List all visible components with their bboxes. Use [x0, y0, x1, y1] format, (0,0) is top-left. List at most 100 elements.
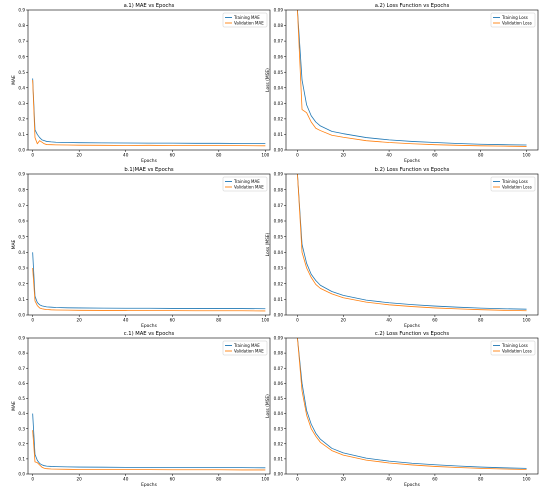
y-tick-label: 0.07: [274, 203, 284, 208]
y-tick-label: 0.01: [274, 132, 284, 137]
chart-title: b.2) Loss Function vs Epochs: [375, 167, 450, 173]
y-tick-label: 0.8: [18, 351, 25, 356]
y-axis-label: MAE: [11, 75, 17, 85]
chart-title: c.2) Loss Function vs Epochs: [375, 331, 450, 337]
y-axis-label: Loss (MSE): [265, 232, 271, 256]
y-tick-label: 0.2: [18, 441, 25, 446]
x-tick-label: 20: [77, 477, 83, 482]
x-tick-label: 40: [386, 477, 392, 482]
x-tick-label: 80: [478, 153, 484, 158]
legend-box: [490, 12, 536, 28]
y-tick-label: 0.05: [274, 234, 284, 239]
chart-b1: b.1)MAE vs Epochs 0.0 0.1 0.2 0.3 0.4 0.5 0.6 0.…: [11, 167, 271, 329]
x-tick-label: 60: [170, 318, 176, 323]
x-tick-label: 20: [341, 153, 347, 158]
x-axis-label: Epochs: [141, 323, 157, 329]
x-tick-label: 80: [216, 318, 222, 323]
legend-label-training: Training Loss: [501, 343, 528, 348]
y-tick-label: 0.1: [18, 456, 25, 461]
legend-label-training: Training Loss: [501, 179, 528, 184]
y-tick-label: 0.03: [274, 266, 284, 271]
legend-label-validation: Validation Loss: [502, 185, 532, 190]
y-tick-label: 0.03: [274, 101, 284, 106]
chart-c2: c.2) Loss Function vs Epochs 0.00 0.01 0.02…: [265, 331, 539, 488]
x-tick-label: 0: [296, 153, 299, 158]
x-tick-label: 100: [261, 318, 269, 323]
series-line-validation: [32, 430, 266, 471]
x-axis-label: Epochs: [141, 158, 157, 164]
chart-a1: a.1) MAE vs Epochs 0.0 0.1 0.2 0.3 0.4 0.5 0.6 0…: [11, 3, 271, 164]
legend-box: [222, 12, 268, 28]
y-tick-label: 0.07: [274, 39, 284, 44]
legend-label-validation: Validation Loss: [502, 349, 532, 354]
series-line-training: [32, 413, 266, 469]
series-line-validation: [297, 174, 527, 312]
y-tick-label: 0.02: [274, 116, 284, 121]
y-tick-label: 0.4: [18, 85, 25, 90]
legend-label-validation: Validation Loss: [502, 21, 532, 26]
y-tick-label: 0.7: [18, 366, 25, 371]
x-tick-label: 40: [123, 318, 129, 323]
y-tick-label: 0.09: [274, 336, 284, 341]
plot-frame: [285, 9, 539, 151]
x-tick-label: 100: [261, 477, 269, 482]
y-tick-label: 0.2: [18, 116, 25, 121]
x-tick-label: 20: [341, 318, 347, 323]
y-tick-label: 0.3: [18, 266, 25, 271]
chart-title: a.1) MAE vs Epochs: [124, 3, 175, 9]
plot-frame: [285, 173, 539, 316]
y-tick-label: 0.6: [18, 54, 25, 59]
y-tick-label: 0.0: [18, 148, 25, 153]
chart-title: b.1)MAE vs Epochs: [124, 167, 174, 173]
x-axis-label: Epochs: [404, 323, 420, 329]
x-axis-label: Epochs: [141, 482, 157, 488]
plot-area: [32, 252, 266, 312]
x-tick-label: 0: [31, 318, 34, 323]
y-tick-label: 0.08: [274, 187, 284, 192]
y-tick-label: 0.4: [18, 411, 25, 416]
chart-a2: a.2) Loss Function vs Epochs 0.00 0.01 0.02…: [265, 3, 539, 164]
y-tick-label: 0.9: [18, 172, 25, 177]
y-tick-label: 0.7: [18, 203, 25, 208]
y-tick-label: 0.6: [18, 219, 25, 224]
y-tick-label: 0.06: [274, 219, 284, 224]
y-tick-label: 0.5: [18, 234, 25, 239]
plot-area: [297, 10, 527, 147]
y-tick-label: 0.02: [274, 281, 284, 286]
y-axis-label: Loss (MSE): [265, 68, 271, 92]
y-tick-label: 0.00: [274, 313, 284, 318]
y-tick-label: 0.09: [274, 172, 284, 177]
legend-label-validation: Validation MAE: [234, 185, 264, 190]
series-line-training: [32, 252, 266, 310]
y-tick-label: 0.06: [274, 381, 284, 386]
plot-area: [32, 78, 266, 147]
y-tick-label: 0.5: [18, 396, 25, 401]
x-tick-label: 80: [216, 153, 222, 158]
y-tick-label: 0.2: [18, 281, 25, 286]
x-tick-label: 100: [261, 153, 269, 158]
y-tick-label: 0.1: [18, 297, 25, 302]
x-tick-label: 40: [123, 153, 129, 158]
y-tick-label: 0.08: [274, 23, 284, 28]
x-tick-label: 80: [216, 477, 222, 482]
y-tick-label: 0.3: [18, 101, 25, 106]
y-tick-label: 0.3: [18, 426, 25, 431]
x-tick-label: 40: [386, 318, 392, 323]
legend-label-validation: Validation MAE: [234, 21, 264, 26]
y-tick-label: 0.0: [18, 313, 25, 318]
plot-area: [297, 174, 527, 312]
y-tick-label: 0.0: [18, 472, 25, 477]
legend-label-training: Training MAE: [233, 15, 260, 20]
y-axis-label: MAE: [11, 239, 17, 249]
plot-frame: [27, 9, 271, 151]
y-tick-label: 0.05: [274, 70, 284, 75]
plot-area: [297, 338, 527, 470]
chart-title: a.2) Loss Function vs Epochs: [375, 3, 450, 9]
legend-label-training: Training Loss: [501, 15, 528, 20]
x-axis-label: Epochs: [404, 482, 420, 488]
series-line-validation: [297, 10, 527, 147]
